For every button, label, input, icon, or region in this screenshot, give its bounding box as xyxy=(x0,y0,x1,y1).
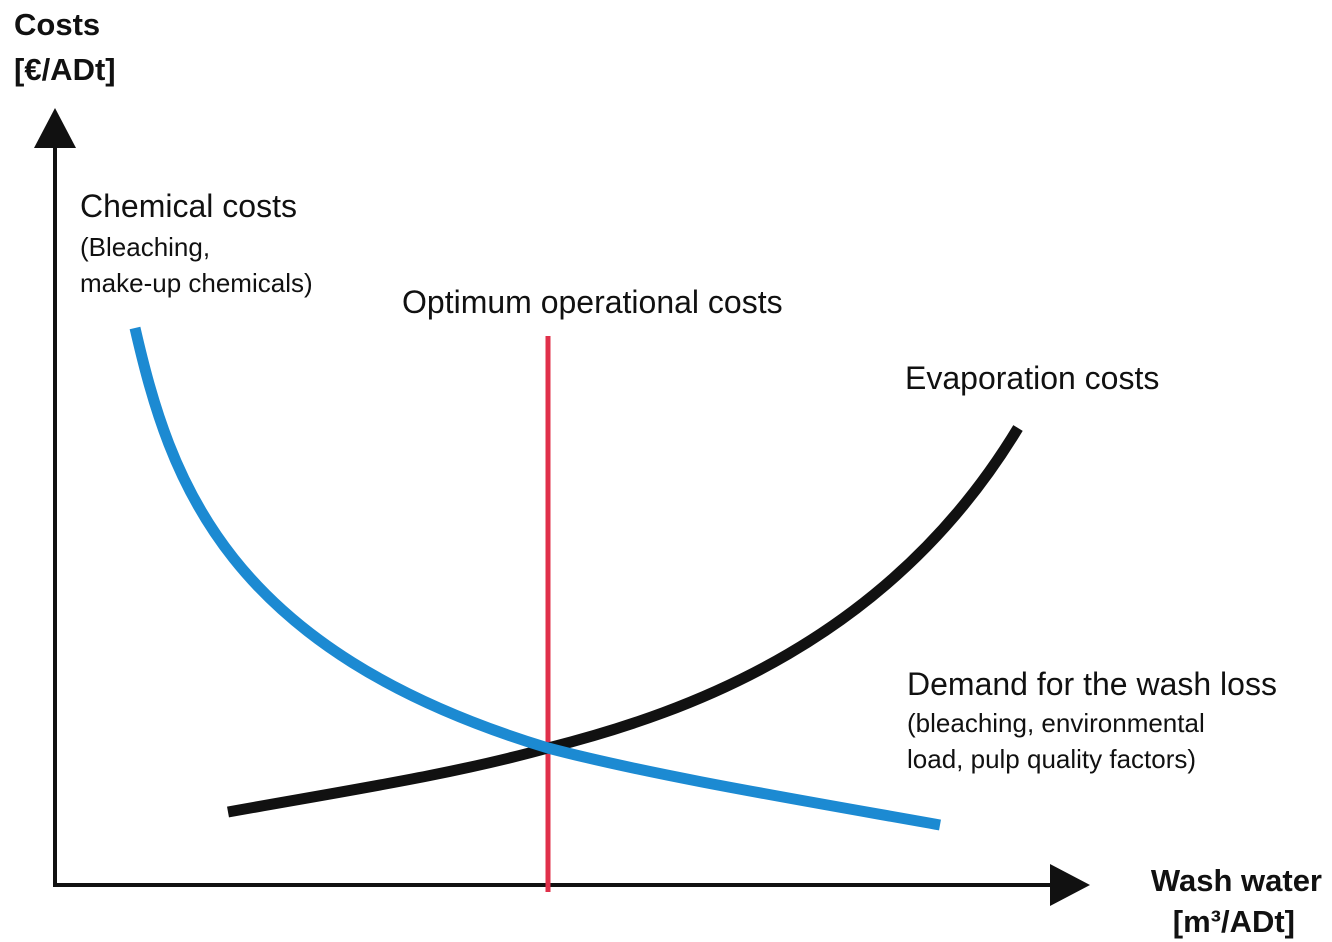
evaporation-curve xyxy=(227,425,1023,818)
chemical-curve xyxy=(129,326,941,831)
curve-title: Evaporation costs xyxy=(905,360,1159,396)
curve-note: (Bleaching, xyxy=(80,232,210,262)
curve-title: Optimum operational costs xyxy=(402,284,783,320)
curve-note: make-up chemicals) xyxy=(80,268,313,298)
y-arrow xyxy=(34,108,76,148)
x-label: [m³/ADt] xyxy=(1173,904,1295,939)
x-arrow xyxy=(1050,864,1090,906)
curve-title: Chemical costs xyxy=(80,188,297,224)
y-label: [€/ADt] xyxy=(14,52,116,87)
x-label: Wash water xyxy=(1151,863,1322,898)
curve-title: Demand for the wash loss xyxy=(907,666,1277,702)
y-label: Costs xyxy=(14,7,100,42)
curve-note: (bleaching, environmental xyxy=(907,708,1205,738)
curve-note: load, pulp quality factors) xyxy=(907,744,1196,774)
